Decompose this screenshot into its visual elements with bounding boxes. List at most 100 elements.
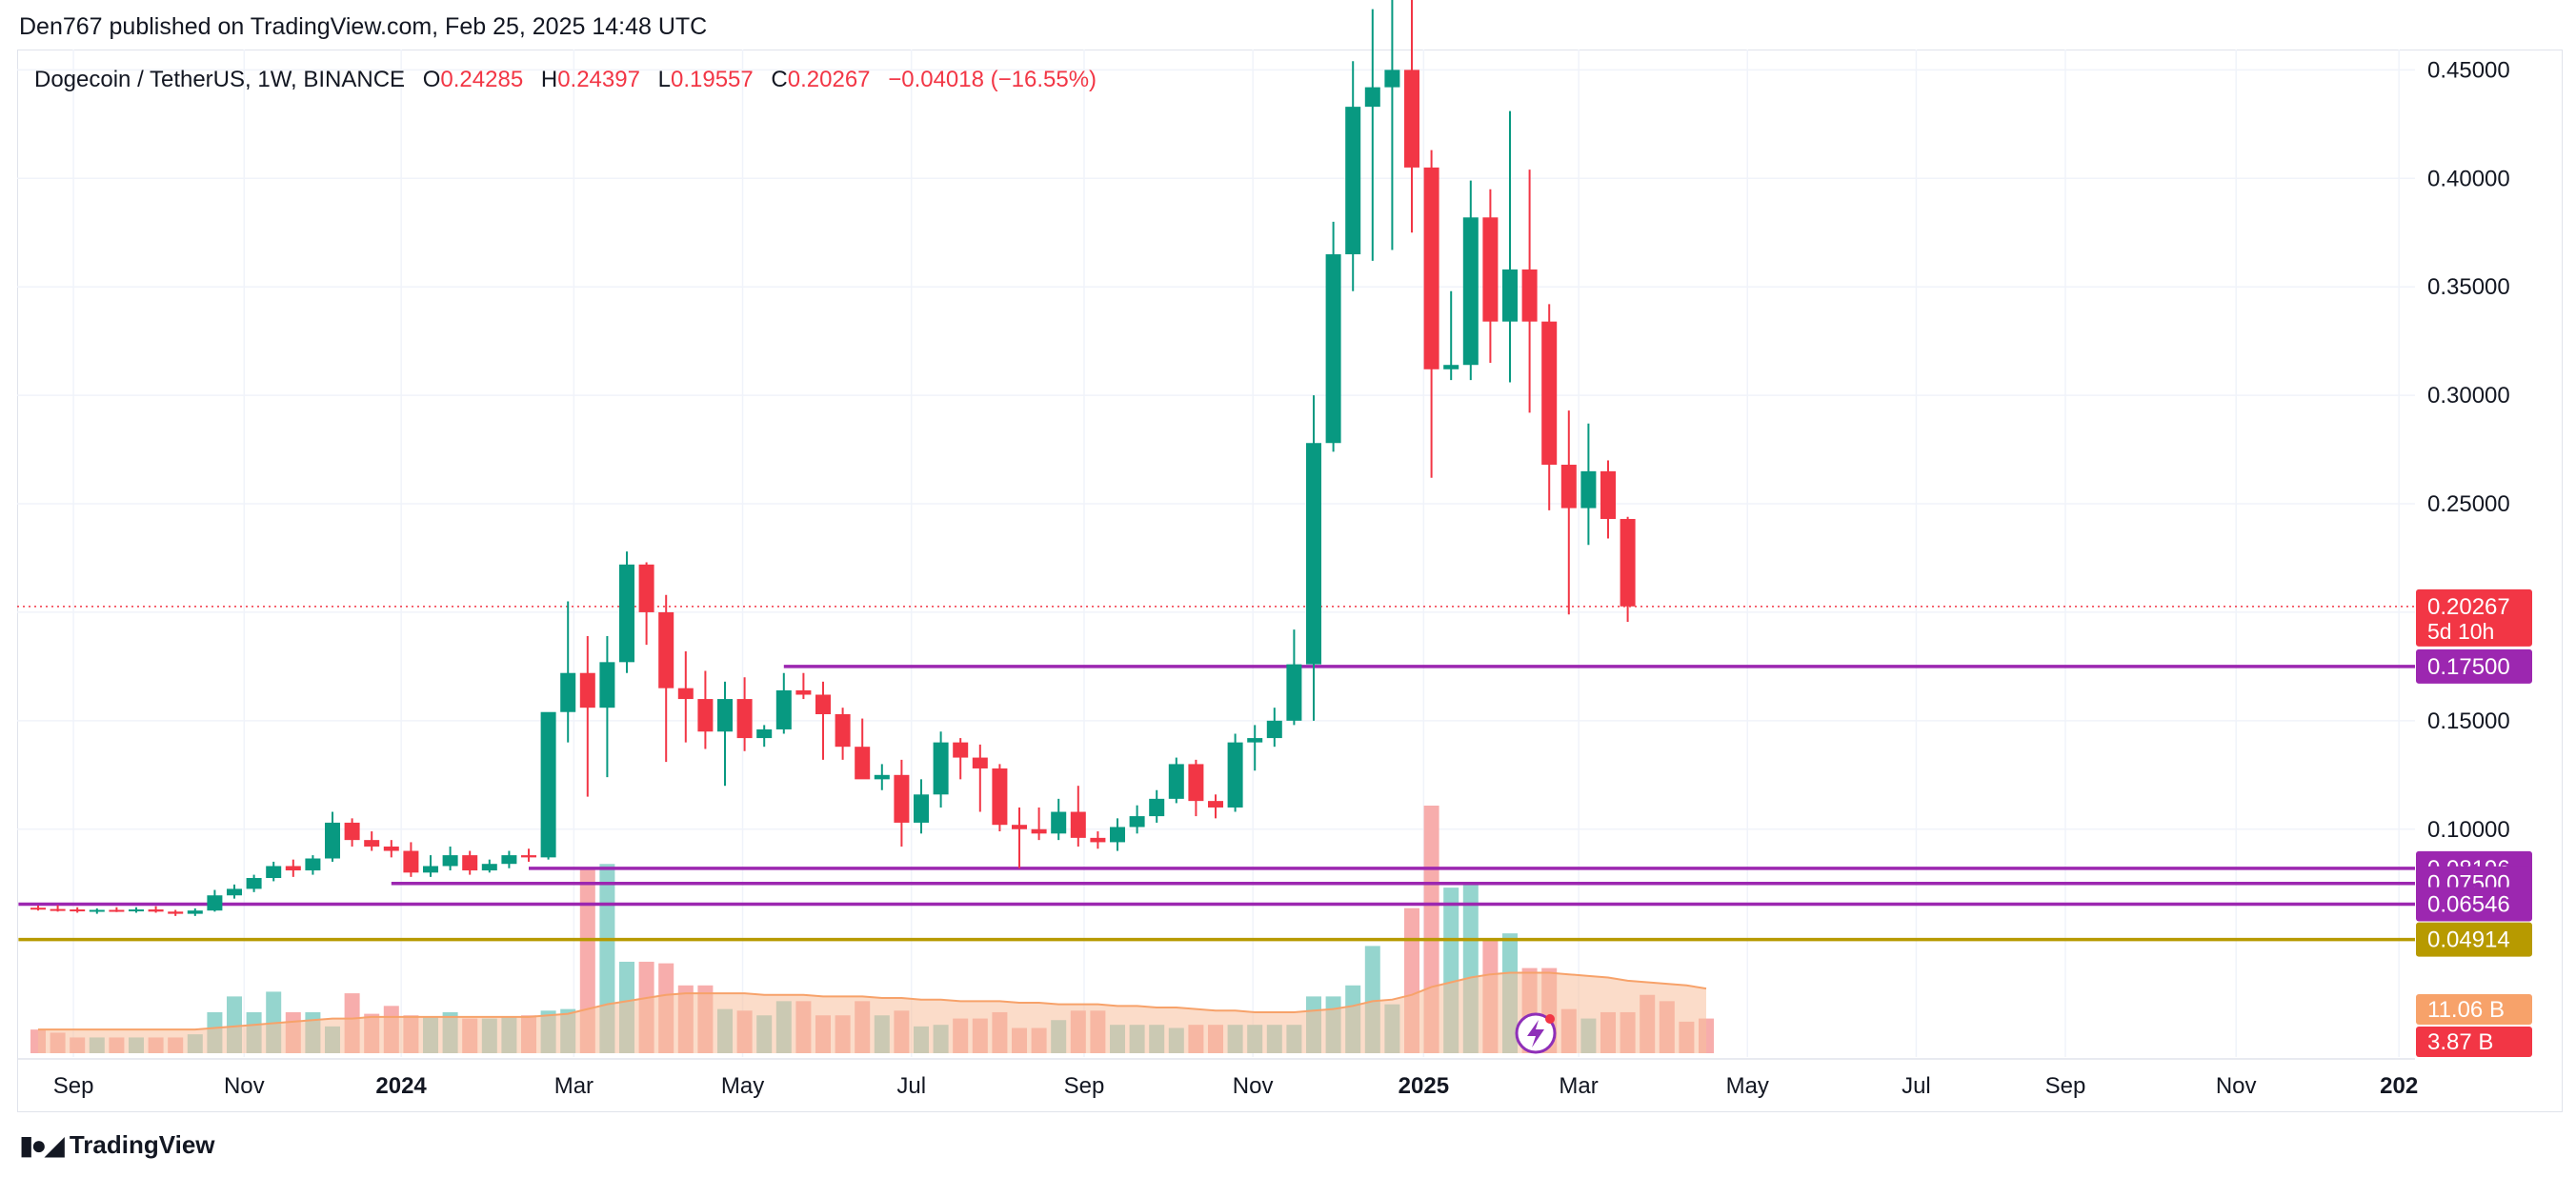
candle-body	[1404, 70, 1419, 168]
y-tick-label: 0.40000	[2427, 166, 2510, 191]
level-tag-bg	[2416, 887, 2532, 922]
tradingview-brand[interactable]: ▮●◢ TradingView	[19, 1129, 215, 1161]
candle-body	[1070, 811, 1086, 838]
candle-body	[619, 564, 634, 663]
x-tick-label: 202	[2380, 1073, 2418, 1099]
x-tick-label: May	[1726, 1073, 1769, 1099]
candle-body	[1560, 465, 1577, 509]
close-label: C	[771, 67, 788, 92]
candle-body	[992, 768, 1008, 826]
countdown-tag: 5d 10h	[2427, 619, 2494, 644]
publish-info: Den767 published on TradingView.com, Feb…	[19, 13, 708, 40]
candle-body	[501, 855, 517, 865]
candle-body	[383, 846, 399, 851]
candle-body	[1051, 811, 1067, 834]
x-tick-label: 2025	[1399, 1073, 1449, 1099]
volume-ma-line	[38, 971, 1707, 1031]
y-tick-label: 0.35000	[2427, 274, 2510, 300]
tradingview-logo-icon: ▮●◢	[19, 1130, 65, 1160]
candle-body	[1031, 828, 1047, 834]
candle-body	[207, 895, 223, 911]
brand-text: TradingView	[69, 1130, 215, 1159]
candle-body	[697, 699, 714, 732]
candle-body	[442, 855, 458, 867]
volume-total-tag-bg	[2416, 994, 2532, 1025]
x-tick-label: 2024	[375, 1073, 427, 1099]
candle-body	[1580, 470, 1597, 509]
high-label: H	[540, 67, 558, 92]
x-tick-label: May	[721, 1073, 764, 1099]
candle-body	[70, 909, 86, 912]
candle-body	[677, 688, 694, 700]
candle-body	[1600, 470, 1616, 519]
y-tick-label: 0.25000	[2427, 491, 2510, 517]
volume-ma-area	[38, 972, 1706, 1053]
x-tick-label: Jul	[1902, 1073, 1931, 1099]
lightning-bolt-icon[interactable]	[1515, 1012, 1557, 1054]
candle-body	[1227, 742, 1243, 808]
symbol-title[interactable]: Dogecoin / TetherUS, 1W, BINANCE	[34, 67, 406, 92]
candle-body	[481, 864, 497, 871]
candle-body	[148, 909, 164, 912]
candle-body	[1306, 443, 1321, 665]
open-label: O	[422, 67, 441, 92]
open-value: 0.24285	[440, 67, 524, 92]
axes: 0.45000 0.40000 0.35000 0.30000 0.25000 0.150…	[17, 57, 2510, 1099]
candle-body	[227, 888, 242, 896]
candle-body	[423, 866, 438, 873]
x-tick-label: Mar	[1559, 1073, 1598, 1099]
candle-body	[1188, 764, 1204, 802]
y-tick-label: 0.15000	[2427, 708, 2510, 734]
x-tick-label: Mar	[554, 1073, 594, 1099]
candle-body	[1423, 167, 1439, 369]
x-tick-label: Nov	[1233, 1073, 1274, 1099]
candle-body	[1541, 321, 1558, 466]
candle-body	[835, 714, 851, 748]
candle-body	[579, 672, 595, 708]
volume-bar	[579, 868, 595, 1053]
candle-body	[1345, 107, 1361, 255]
x-tick-label: Sep	[1064, 1073, 1105, 1099]
grid	[17, 50, 2415, 1057]
candle-body	[462, 855, 478, 871]
candle-body	[953, 742, 969, 758]
horizontal-levels[interactable]	[17, 606, 2415, 942]
candle-body	[1620, 518, 1636, 607]
candle-body	[1129, 816, 1145, 828]
candle-body	[874, 774, 890, 780]
candle-body	[736, 699, 753, 739]
candle-body	[658, 611, 674, 688]
low-label: L	[657, 67, 671, 92]
candle-body	[109, 909, 125, 912]
level-tag: 0.17500	[2427, 654, 2510, 680]
candle-body	[795, 689, 812, 695]
volume-last-tag: 3.87 B	[2427, 1029, 2493, 1055]
ohlc-legend: Dogecoin / TetherUS, 1W, BINANCE O0.2428…	[34, 67, 1097, 93]
candle-body	[266, 866, 282, 879]
volume-histogram	[30, 806, 1714, 1053]
candle-body	[1110, 827, 1125, 843]
x-tick-label: Nov	[2216, 1073, 2257, 1099]
candle-body	[364, 840, 380, 847]
high-value: 0.24397	[557, 67, 640, 92]
candle-body	[1384, 70, 1400, 88]
candle-body	[168, 911, 184, 914]
level-tag: 0.04914	[2427, 928, 2510, 953]
candle-body	[50, 908, 66, 911]
candle-body	[1443, 365, 1459, 369]
level-tag-bg	[2416, 648, 2532, 684]
candle-body	[1521, 269, 1538, 322]
candle-body	[344, 822, 360, 841]
candle-body	[246, 878, 262, 889]
candle-body	[1266, 720, 1282, 739]
x-tick-label: Sep	[2045, 1073, 2086, 1099]
x-tick-label: Nov	[224, 1073, 265, 1099]
candle-body	[403, 850, 419, 873]
candle-body	[305, 858, 321, 871]
candle-body	[89, 909, 105, 912]
candles	[30, 0, 1636, 916]
candle-body	[1482, 217, 1499, 322]
candle-body	[1208, 801, 1223, 808]
level-tag-bg	[2416, 922, 2532, 957]
